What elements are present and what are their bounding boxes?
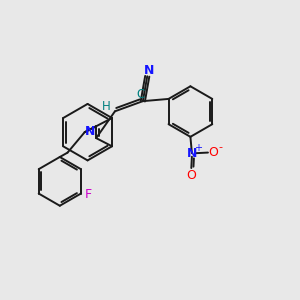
Text: N: N [187, 147, 197, 160]
Text: O: O [186, 169, 196, 182]
Text: C: C [136, 88, 145, 101]
Text: H: H [102, 100, 111, 113]
Text: N: N [143, 64, 154, 77]
Text: +: + [194, 143, 202, 153]
Text: O: O [208, 146, 218, 159]
Text: -: - [219, 142, 223, 152]
Text: F: F [85, 188, 92, 201]
Text: N: N [85, 125, 95, 138]
